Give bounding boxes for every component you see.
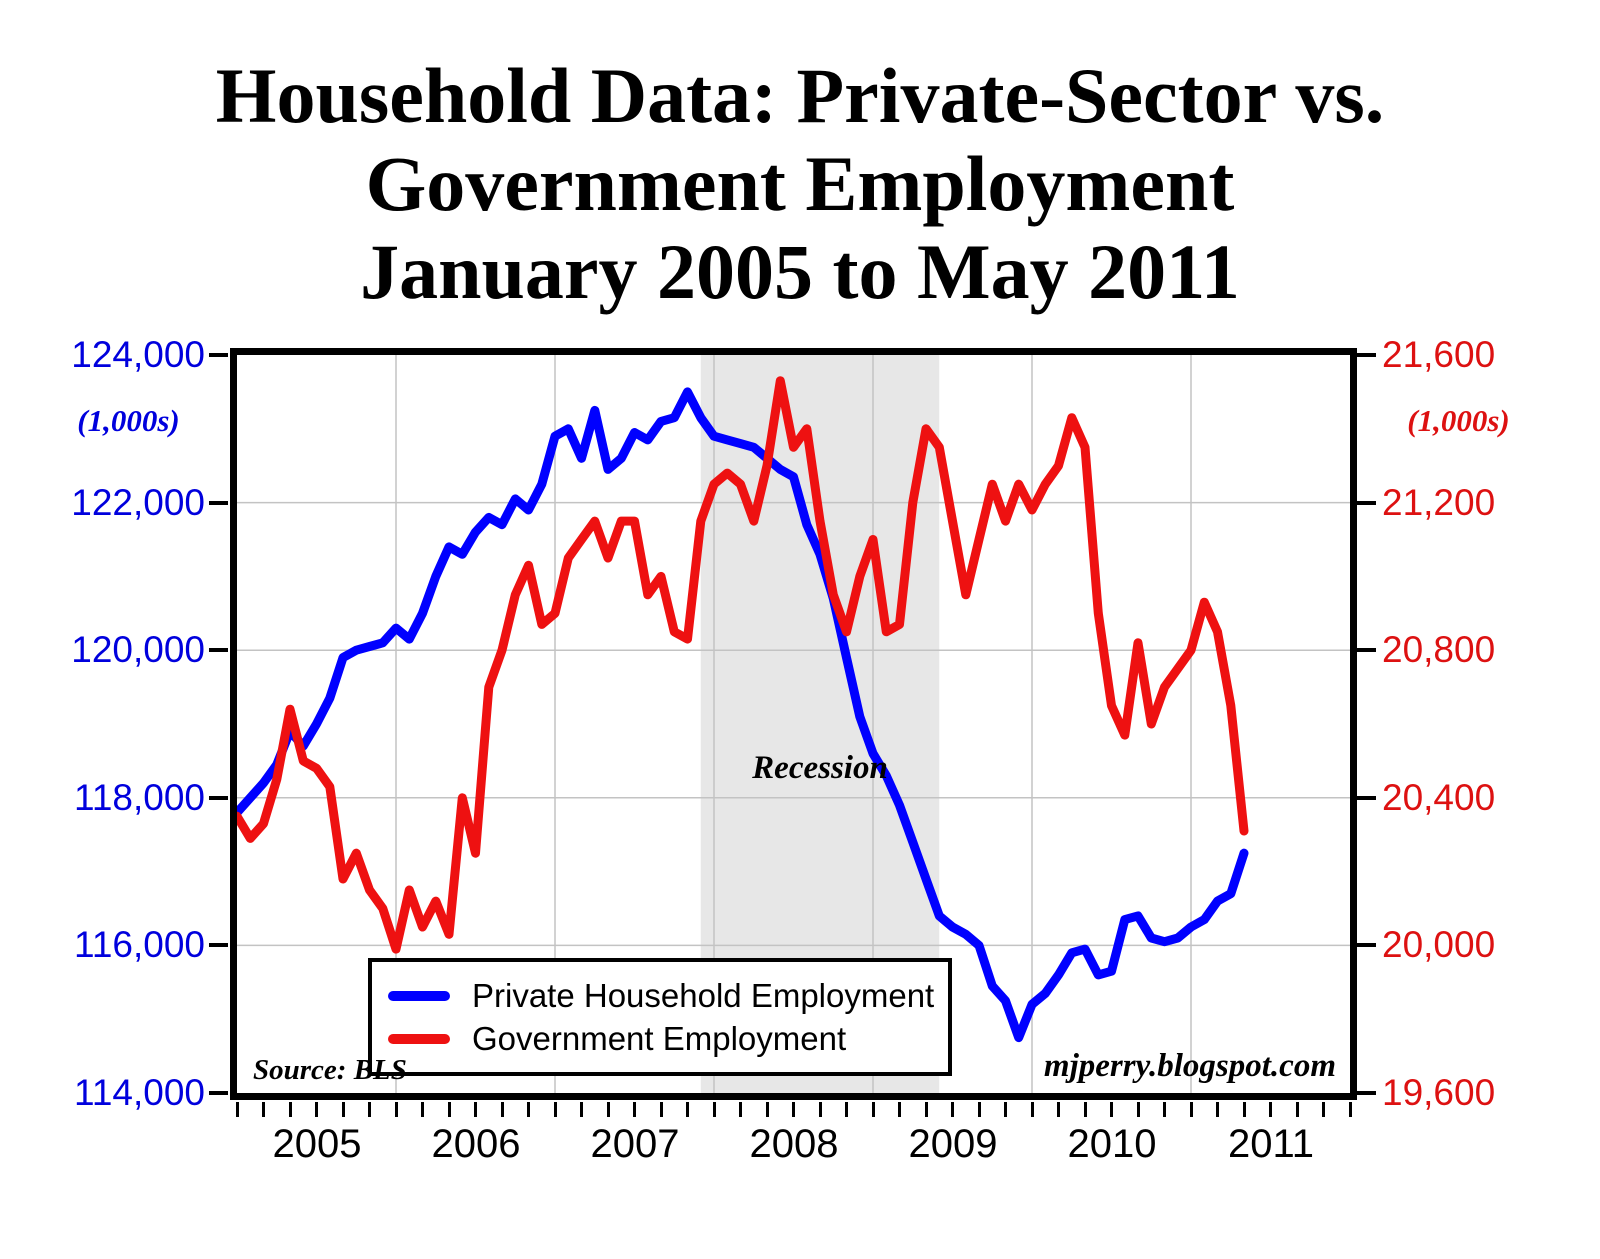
legend-label-government: Government Employment: [472, 1019, 847, 1057]
x-axis-tick-mark: [1189, 1102, 1193, 1117]
recession-label: Recession: [752, 750, 888, 786]
x-axis-tick-mark: [765, 1102, 769, 1117]
x-axis-tick-mark: [474, 1102, 477, 1117]
right-axis-tick-marks: [1357, 353, 1377, 1095]
x-axis-tick-mark: [1004, 1102, 1007, 1117]
x-axis-tick-mark: [659, 1102, 663, 1117]
right-axis-tick-label: 21,600: [1382, 334, 1496, 375]
legend-item-government: Government Employment: [388, 1017, 940, 1060]
source-note: Source: BLS: [253, 1054, 407, 1086]
chart-title: Household Data: Private-Sector vs. Gover…: [0, 52, 1600, 316]
x-axis-tick-label: 2009: [908, 1122, 998, 1166]
x-axis-tick-mark: [421, 1102, 424, 1117]
x-axis-tick-marks: [235, 1102, 1352, 1120]
legend: Private Household Employment Government …: [368, 958, 952, 1076]
x-axis-tick-mark: [792, 1102, 795, 1117]
left-axis-unit-label: (1,000s): [77, 403, 180, 438]
x-axis-tick-mark: [686, 1102, 689, 1117]
x-axis-tick-label: 2005: [272, 1122, 362, 1166]
x-axis-tick-mark: [871, 1102, 875, 1117]
y-axis-tick-mark: [1357, 353, 1376, 357]
chart-title-line-3: January 2005 to May 2011: [360, 228, 1240, 316]
x-axis-tick-mark: [845, 1102, 848, 1117]
x-axis-tick-mark: [1030, 1102, 1034, 1117]
x-axis-tick-mark: [553, 1102, 557, 1117]
y-axis-tick-mark: [209, 500, 228, 505]
y-axis-tick-mark: [1357, 500, 1376, 505]
x-axis-tick-mark: [527, 1102, 530, 1117]
legend-swatch-private-line: [388, 990, 450, 1001]
x-axis-tick-label: 2007: [590, 1122, 680, 1166]
right-axis-tick-label: 20,800: [1382, 629, 1496, 670]
y-axis-tick-mark: [209, 943, 228, 948]
x-axis-tick-mark: [712, 1102, 716, 1117]
x-axis-tick-mark: [1110, 1102, 1113, 1117]
left-axis-tick-label: 120,000: [71, 629, 205, 670]
x-axis-tick-mark: [1242, 1102, 1246, 1117]
left-axis-tick-marks: [209, 353, 229, 1095]
x-axis-tick-mark: [1322, 1102, 1325, 1117]
x-axis-tick-mark: [1216, 1102, 1219, 1117]
x-axis-tick-label: 2010: [1067, 1122, 1157, 1166]
y-axis-tick-mark: [1357, 795, 1376, 800]
right-axis-tick-label: 21,200: [1382, 482, 1496, 523]
x-axis-tick-mark: [580, 1102, 583, 1117]
x-axis-tick-mark: [1295, 1102, 1299, 1117]
x-axis-tick-mark: [1348, 1102, 1352, 1117]
x-axis-tick-mark: [447, 1102, 451, 1117]
y-axis-tick-mark: [1357, 943, 1376, 948]
right-axis-tick-label: 20,000: [1382, 924, 1496, 965]
x-axis-tick-label: 2011: [1227, 1122, 1314, 1166]
x-axis-tick-mark: [924, 1102, 928, 1117]
x-axis-tick-mark: [500, 1102, 504, 1117]
y-axis-tick-mark: [209, 1091, 228, 1095]
x-axis-tick-mark: [341, 1102, 345, 1117]
x-axis-tick-mark: [1269, 1102, 1272, 1117]
x-axis-tick-label: 2006: [431, 1122, 521, 1166]
x-axis-tick-mark: [951, 1102, 954, 1117]
watermark: mjperry.blogspot.com: [1043, 1048, 1336, 1084]
legend-label-private: Private Household Employment: [472, 976, 935, 1014]
left-axis-tick-label: 118,000: [74, 777, 205, 818]
x-axis-tick-mark: [977, 1102, 981, 1117]
y-axis-tick-mark: [209, 353, 228, 357]
x-axis-tick-mark: [739, 1102, 742, 1117]
x-axis-tick-mark: [394, 1102, 398, 1117]
y-axis-tick-mark: [1357, 648, 1376, 653]
x-axis-tick-mark: [1136, 1102, 1140, 1117]
x-axis-tick-mark: [315, 1102, 318, 1117]
x-axis-tick-mark: [235, 1102, 239, 1117]
legend-item-private-household: Private Household Employment: [388, 974, 940, 1017]
plot-area: Recession Private Household Employment G…: [230, 348, 1357, 1100]
legend-swatch-government-line: [388, 1033, 450, 1044]
y-axis-tick-mark: [209, 795, 228, 800]
y-axis-tick-mark: [1357, 1091, 1376, 1095]
x-axis-tick-mark: [818, 1102, 822, 1117]
x-axis-tick-label: 2008: [749, 1122, 839, 1166]
chart-title-line-2: Government Employment: [365, 140, 1235, 228]
x-axis-tick-mark: [1057, 1102, 1060, 1117]
right-axis-tick-label: 19,600: [1382, 1072, 1496, 1113]
right-axis-tick-label: 20,400: [1382, 777, 1496, 818]
left-axis-tick-label: 116,000: [74, 924, 205, 965]
x-axis-tick-mark: [633, 1102, 636, 1117]
left-axis-tick-label: 124,000: [71, 334, 205, 375]
x-axis-tick-mark: [288, 1102, 292, 1117]
x-axis-tick-mark: [898, 1102, 901, 1117]
right-axis-unit-label: (1,000s): [1407, 403, 1510, 438]
y-axis-tick-mark: [209, 648, 228, 653]
left-axis-tick-label: 122,000: [71, 482, 205, 523]
x-axis-tick-mark: [606, 1102, 610, 1117]
x-axis-tick-mark: [1163, 1102, 1166, 1117]
x-axis-tick-mark: [1083, 1102, 1087, 1117]
left-axis-tick-label: 114,000: [74, 1072, 205, 1113]
x-axis-tick-mark: [368, 1102, 371, 1117]
x-axis-tick-mark: [262, 1102, 265, 1117]
chart-title-line-1: Household Data: Private-Sector vs.: [215, 52, 1385, 139]
